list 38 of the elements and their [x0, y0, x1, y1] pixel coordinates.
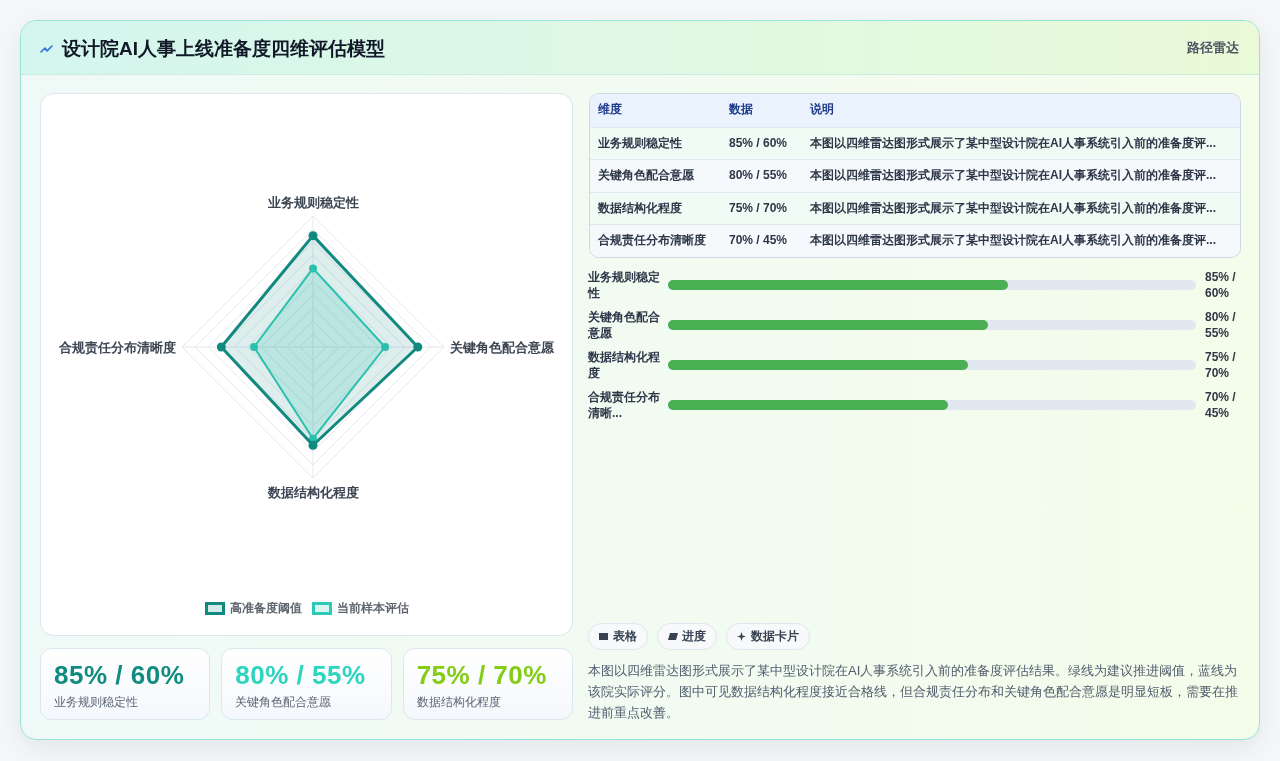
- chart-title: 设计院AI人事上线准备度四维评估模型: [62, 37, 386, 61]
- text: 80% / 55%: [729, 167, 789, 185]
- text: 说明: [810, 101, 835, 118]
- text: 合规责任分布清晰度: [598, 232, 707, 250]
- data-label: 80% / 55%: [1205, 309, 1237, 341]
- y-tick-label: 合规责任分布清晰...: [588, 389, 661, 421]
- data-label: 85% / 60%: [1205, 269, 1237, 301]
- legend-label: 高准备度阈值: [229, 599, 302, 617]
- text: 本图以四维雷达图形式展示了某中型设计院在AI人事系统引入前的准备度评...: [810, 199, 1217, 217]
- data-label: 75% / 70%: [1205, 349, 1237, 381]
- y-tick-label: 数据结构化程度: [588, 349, 661, 381]
- text: 本图以四维雷达图形式展示了某中型设计院在AI人事系统引入前的准备度评...: [810, 232, 1217, 250]
- text: 本图以四维雷达图形式展示了某中型设计院在AI人事系统引入前的准备度评...: [810, 167, 1217, 185]
- y-tick-label: 业务规则稳定性: [588, 269, 661, 301]
- text: 80% / 55%: [235, 659, 367, 692]
- text: 路径雷达: [1186, 39, 1239, 57]
- text: 70% / 45%: [729, 232, 789, 250]
- y-tick-label: 关键角色配合意愿: [588, 309, 661, 341]
- spoke-label: 数据结构化程度: [266, 484, 359, 500]
- spoke-label: 合规责任分布清晰度: [58, 339, 176, 355]
- text: 数据: [729, 101, 754, 118]
- text: 数据结构化程度: [416, 694, 502, 711]
- text: 业务规则稳定性: [54, 694, 139, 711]
- spoke-label: 业务规则稳定性: [266, 194, 359, 210]
- data-label: 70% / 45%: [1205, 389, 1237, 421]
- text: 本图以四维雷达图形式展示了某中型设计院在AI人事系统引入前的准备度评估结果。绿线为建议推进阈值，蓝线为该院实际评分。图中可见数据结构化程度接近合格线，但合规责任分布和关键角色配合意愿是明显短板，需要在推进前重点改善。: [588, 662, 1239, 722]
- text: 本图以四维雷达图形式展示了某中型设计院在AI人事系统引入前的准备度评...: [810, 134, 1217, 152]
- spoke-label: 关键角色配合意愿: [449, 339, 555, 355]
- text: 75% / 70%: [729, 199, 789, 217]
- text: 关键角色配合意愿: [235, 694, 333, 711]
- text: 维度: [598, 101, 623, 118]
- text: 75% / 70%: [416, 659, 548, 692]
- text: 85% / 60%: [729, 134, 789, 152]
- legend-label: 当前样本评估: [336, 599, 409, 617]
- text: 85% / 60%: [54, 659, 186, 692]
- text: 表格: [613, 629, 637, 644]
- text: 数据卡片: [751, 629, 799, 644]
- text: 进度: [682, 629, 706, 644]
